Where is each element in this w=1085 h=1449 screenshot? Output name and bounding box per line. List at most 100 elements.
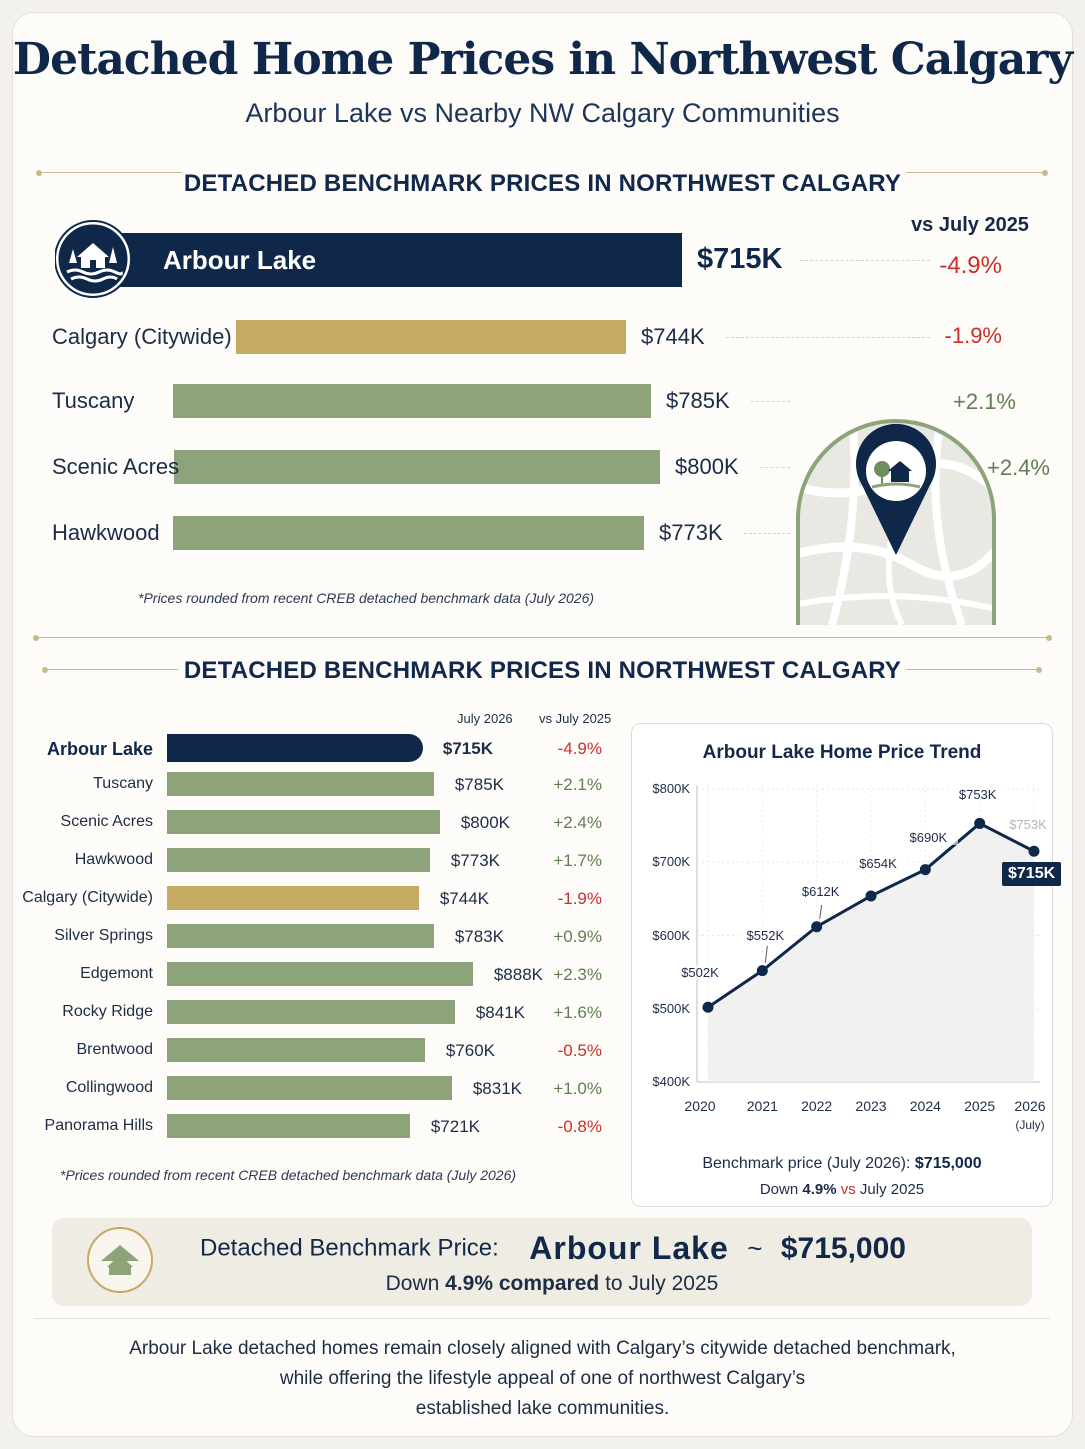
row-label-calgary-citywide: Calgary (Citywide) [22, 889, 153, 906]
trend-title: Arbour Lake Home Price Trend [702, 742, 982, 763]
point-label-2026: $715K [1002, 862, 1062, 887]
x-tick-label: 2024 [909, 1098, 941, 1114]
row-change-tuscany: +2.1% [553, 775, 602, 794]
point-label-2023: $654K [848, 855, 908, 871]
vs-july-2025-header: vs July 2025 [911, 214, 1029, 236]
bar-silver-springs [167, 924, 434, 948]
row-value-hawkwood: $773K [450, 851, 500, 870]
bar-label-calgary-citywide: Calgary (Citywide) [52, 324, 232, 349]
leader-line [760, 467, 790, 468]
divider-line [906, 172, 1042, 173]
divider-dot [42, 667, 48, 673]
page-title: Detached Home Prices in Northwest Calgar… [12, 34, 1073, 85]
row-label-tuscany: Tuscany [93, 775, 153, 792]
house-badge-icon [85, 1225, 155, 1295]
page-subtitle: Arbour Lake vs Nearby NW Calgary Communi… [245, 98, 840, 128]
row-value-calgary-citywide: $744K [439, 889, 489, 908]
bar-panorama-hills [167, 1114, 410, 1138]
leader-line [800, 260, 930, 261]
bar-label-scenic-acres: Scenic Acres [52, 454, 180, 479]
row-change-panorama-hills: -0.8% [557, 1117, 602, 1136]
row-label-rocky-ridge: Rocky Ridge [62, 1003, 153, 1020]
divider-line [906, 669, 1036, 670]
bar-hawkwood [167, 848, 430, 872]
point-label-2021: $552K [735, 927, 796, 943]
summary-name: Arbour Lake [529, 1230, 729, 1266]
row-label-scenic-acres: Scenic Acres [60, 813, 153, 830]
closing-line-1: Arbour Lake detached homes remain closel… [129, 1338, 956, 1359]
section1-heading: DETACHED BENCHMARK PRICES IN NORTHWEST C… [183, 170, 902, 197]
trend-note-prefix: Benchmark price (July 2026): [702, 1155, 915, 1172]
divider-line [42, 172, 182, 173]
summary-suffix: to July 2025 [599, 1272, 719, 1295]
y-tick-label: $400K [652, 1074, 690, 1089]
row-label-edgemont: Edgemont [80, 965, 153, 982]
y-tick-label: $500K [652, 1000, 690, 1016]
bar-collingwood [167, 1076, 452, 1100]
row-label-silver-springs: Silver Springs [54, 927, 153, 944]
row-label-collingwood: Collingwood [65, 1079, 153, 1096]
bar-label-hawkwood: Hawkwood [52, 520, 160, 545]
point-label-2022: $612K [790, 883, 851, 899]
x-tick-label: 2025 [964, 1098, 996, 1114]
summary-price: $715,000 [780, 1231, 906, 1265]
summary-headline: Detached Benchmark Price: Arbour Lake ~ … [200, 1230, 906, 1267]
x-tick-label: 2020 [684, 1098, 716, 1114]
bar-arbour-lake [85, 233, 682, 287]
divider-dot [33, 635, 39, 641]
trend-note-down: Down [759, 1181, 803, 1198]
divider-line [38, 637, 1048, 638]
divider-dot [36, 170, 42, 176]
bar-rocky-ridge [167, 1000, 455, 1024]
col-header-change: vs July 2025 [539, 711, 612, 726]
row-change-rocky-ridge: +1.6% [553, 1003, 602, 1022]
x-tick-label: 2026 [1014, 1098, 1046, 1114]
y-tick-label: $800K [652, 781, 690, 796]
x-tick-label: 2023 [855, 1098, 887, 1114]
row-value-scenic-acres: $800K [460, 813, 510, 832]
y-tick-label: $600K [652, 927, 690, 943]
bar-hawkwood [173, 516, 644, 550]
bar-label-tuscany: Tuscany [52, 388, 135, 413]
trend-note-suffix: July 2025 [855, 1181, 925, 1198]
trend-note-pct: 4.9% [802, 1181, 837, 1198]
section1-footnote: *Prices rounded from recent CREB detache… [138, 590, 595, 606]
summary-sep: ~ [747, 1233, 763, 1263]
trend-note-price: Benchmark price (July 2026): $715,000 [631, 1155, 1053, 1173]
value-label-arbour-lake: $715K [697, 243, 783, 275]
divider-dot [1042, 170, 1048, 176]
point-label-2024: $690K [898, 829, 959, 845]
value-label-scenic-acres: $800K [675, 454, 739, 479]
row-label-arbour-lake: Arbour Lake [46, 739, 153, 759]
summary-label: Detached Benchmark Price: [200, 1234, 499, 1262]
row-change-arbour-lake: -4.9% [557, 739, 602, 758]
row-label-panorama-hills: Panorama Hills [44, 1117, 153, 1134]
row-value-brentwood: $760K [445, 1041, 495, 1060]
bar-tuscany [167, 772, 434, 796]
value-label-tuscany: $785K [666, 388, 730, 413]
row-change-brentwood: -0.5% [557, 1041, 602, 1060]
closing-line-2: while offering the lifestyle appeal of o… [279, 1368, 806, 1389]
faded-point-label: $753K [1009, 817, 1047, 833]
change-label: -1.9% [944, 323, 1002, 348]
row-change-hawkwood: +1.7% [553, 851, 602, 870]
row-value-arbour-lake: $715K [442, 739, 493, 758]
change-label: +2.1% [953, 389, 1016, 414]
leader-line [744, 533, 790, 534]
bar-calgary-citywide [236, 320, 626, 354]
value-label-hawkwood: $773K [659, 520, 723, 545]
bar-scenic-acres [167, 810, 440, 834]
bar-edgemont [167, 962, 473, 986]
point-label-2025: $753K [947, 787, 1008, 803]
trend-note-change: Down 4.9% vs July 2025 [631, 1181, 1053, 1198]
bar-brentwood [167, 1038, 425, 1062]
col-header-price: July 2026 [457, 711, 513, 726]
bar-scenic-acres [174, 450, 660, 484]
divider-dot [1036, 667, 1042, 673]
bar-label-arbour-lake: Arbour Lake [163, 245, 317, 275]
divider-line [34, 1318, 1050, 1319]
row-value-edgemont: $888K [493, 965, 543, 984]
closing-line-3: established lake communities. [415, 1398, 670, 1419]
change-label: -4.9% [939, 252, 1002, 279]
x-tick-label: 2022 [801, 1098, 833, 1114]
